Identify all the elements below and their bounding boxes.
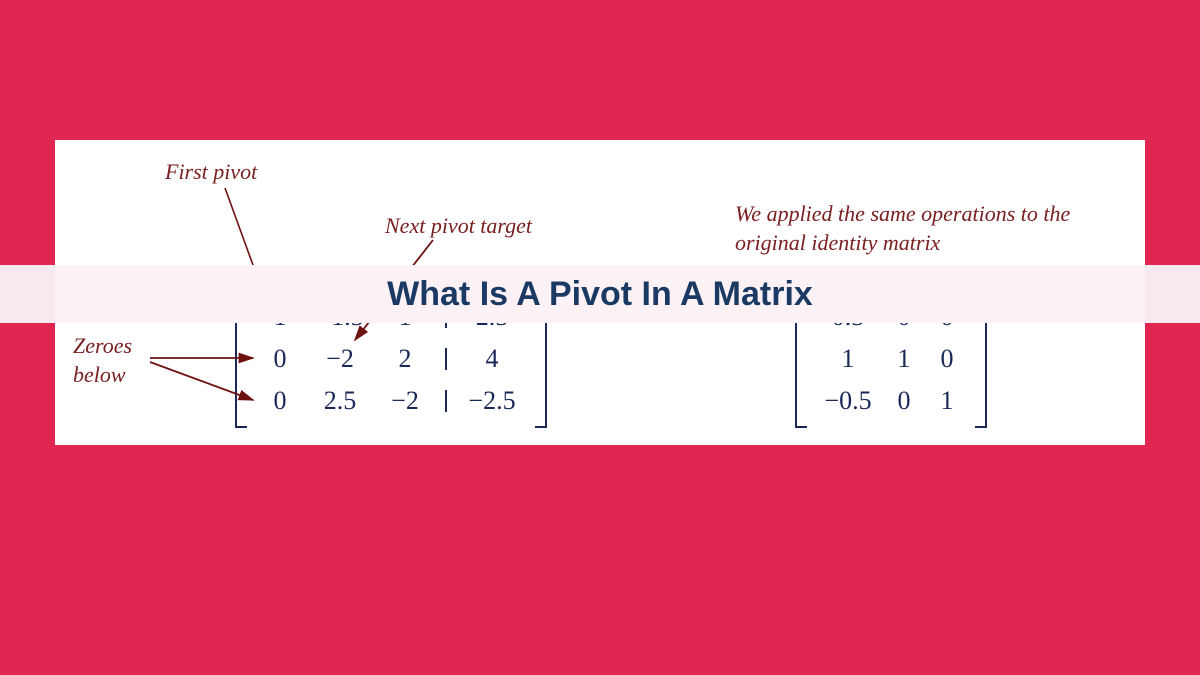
matrix-cell: 1	[927, 386, 967, 416]
matrix-cell: 0	[881, 386, 927, 416]
matrix-cell: 2.5	[305, 386, 375, 416]
matrix-cell: −0.5	[815, 386, 881, 416]
matrix-cell: −2.5	[457, 386, 527, 416]
matrix-row: 110	[815, 344, 967, 374]
matrix-cell: 0	[927, 344, 967, 374]
label-next-pivot: Next pivot target	[385, 212, 532, 241]
label-first-pivot: First pivot	[165, 158, 257, 187]
matrix-cell: 2	[375, 344, 435, 374]
augment-bar	[445, 348, 447, 370]
augment-bar	[445, 390, 447, 412]
matrix-cell: 0	[255, 344, 305, 374]
matrix-cell: 1	[881, 344, 927, 374]
matrix-cell: 0	[255, 386, 305, 416]
label-zeroes-below: Zeroes below	[73, 332, 132, 389]
matrix-cell: 4	[457, 344, 527, 374]
title-band: What Is A Pivot In A Matrix	[0, 265, 1200, 323]
matrix-row: −0.501	[815, 386, 967, 416]
page-title: What Is A Pivot In A Matrix	[387, 275, 813, 314]
matrix-row: 0−224	[255, 344, 527, 374]
matrix-cell: −2	[305, 344, 375, 374]
matrix-row: 02.5−2 −2.5	[255, 386, 527, 416]
matrix-cell: −2	[375, 386, 435, 416]
label-explanation: We applied the same operations to the or…	[735, 200, 1095, 257]
matrix-cell: 1	[815, 344, 881, 374]
